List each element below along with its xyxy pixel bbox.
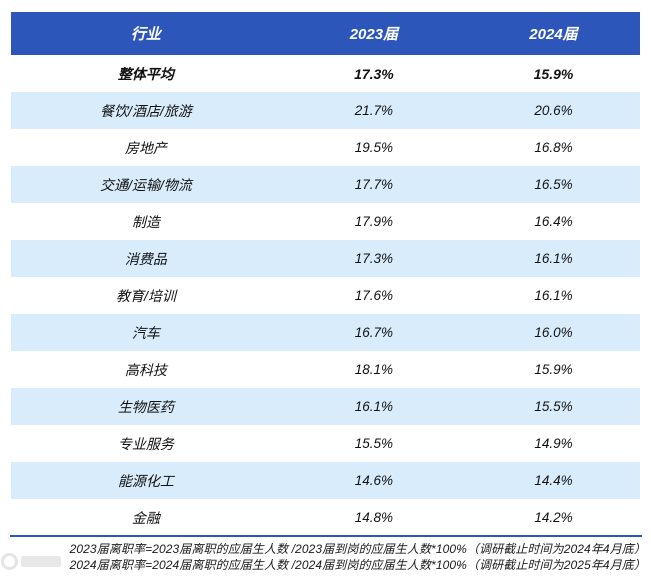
attrition-rate-table: 行业 2023届 2024届 整体平均 17.3% 15.9% 餐饮/酒店/旅游… [11,12,640,536]
industry-cell: 餐饮/酒店/旅游 [100,102,192,119]
industry-cell: 房地产 [124,139,167,156]
rate-2024-cell: 15.5% [534,399,573,414]
rate-2024-cell: 16.8% [534,140,573,155]
rate-2024-cell: 15.9% [533,65,574,82]
rate-2023-cell: 16.7% [354,325,394,340]
table-row: 专业服务 15.5% 14.9% [11,425,640,462]
table-row: 生物医药 16.1% 15.5% [11,388,640,425]
table-row: 教育/培训 17.6% 16.1% [11,277,640,314]
rate-2023-cell: 17.3% [354,65,394,82]
table-row: 制造 17.9% 16.4% [11,203,640,240]
industry-cell: 生物医药 [117,398,174,415]
column-header-2024: 2024届 [529,26,578,43]
table-row: 高科技 18.1% 15.9% [11,351,640,388]
industry-cell: 汽车 [131,324,160,341]
rate-2024-cell: 16.5% [534,177,573,192]
rate-2024-cell: 16.1% [534,288,573,303]
rate-2023-cell: 16.1% [354,399,394,414]
rate-2023-cell: 17.3% [354,251,394,266]
footnote-2023-formula: 2023届离职率=2023届离职的应届生人数 /2023届到岗的应届生人数*10… [69,542,646,556]
rate-2024-cell: 16.1% [534,251,573,266]
industry-cell: 制造 [131,213,160,230]
table-row: 餐饮/酒店/旅游 21.7% 20.6% [11,92,640,129]
footnotes: 2023届离职率=2023届离职的应届生人数 /2023届到岗的应届生人数*10… [8,541,646,573]
column-header-industry: 行业 [130,26,161,43]
table-row: 消费品 17.3% 16.1% [11,240,640,277]
rate-2024-cell: 14.9% [534,436,573,451]
table-row: 金融 14.8% 14.2% [11,499,640,536]
industry-cell: 教育/培训 [115,287,176,304]
rate-2024-cell: 14.2% [534,510,573,525]
industry-cell: 能源化工 [117,472,174,489]
rate-2024-cell: 16.0% [534,325,573,340]
industry-cell: 交通/运输/物流 [100,176,192,193]
industry-cell: 消费品 [124,250,167,267]
rate-2024-cell: 15.9% [534,362,573,377]
rate-2023-cell: 19.5% [354,140,394,155]
rate-2023-cell: 14.8% [354,510,394,525]
table-row: 整体平均 17.3% 15.9% [11,55,640,92]
rate-2023-cell: 17.9% [354,214,394,229]
table-body: 整体平均 17.3% 15.9% 餐饮/酒店/旅游 21.7% 20.6% 房地… [11,55,640,536]
rate-2023-cell: 14.6% [354,473,394,488]
rate-2023-cell: 17.6% [354,288,394,303]
rate-2024-cell: 16.4% [534,214,573,229]
rate-2023-cell: 15.5% [354,436,394,451]
rate-2023-cell: 21.7% [354,103,394,118]
table-row: 交通/运输/物流 17.7% 16.5% [11,166,640,203]
rate-2023-cell: 17.7% [354,177,394,192]
table-bottom-rule [10,535,642,537]
industry-cell: 整体平均 [117,65,174,82]
column-header-2023: 2023届 [349,26,399,43]
rate-2023-cell: 18.1% [354,362,394,377]
industry-cell: 专业服务 [117,435,174,452]
industry-cell: 高科技 [124,361,167,378]
rate-2024-cell: 14.4% [534,473,573,488]
industry-cell: 金融 [131,509,160,526]
rate-2024-cell: 20.6% [534,103,573,118]
table-row: 汽车 16.7% 16.0% [11,314,640,351]
table-row: 能源化工 14.6% 14.4% [11,462,640,499]
table-row: 房地产 19.5% 16.8% [11,129,640,166]
footnote-2024-formula: 2024届离职率=2024届离职的应届生人数 /2024届到岗的应届生人数*10… [69,558,646,572]
table-header-row: 行业 2023届 2024届 [11,12,640,55]
